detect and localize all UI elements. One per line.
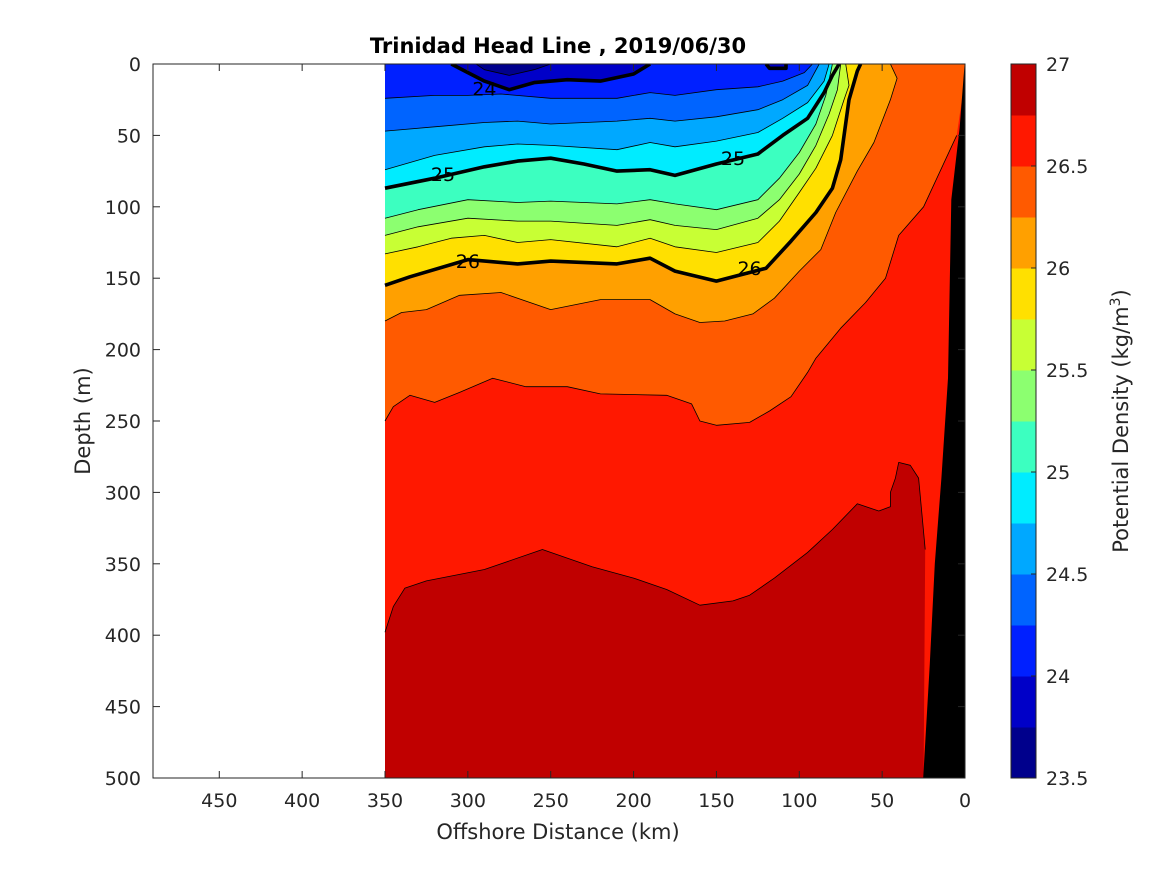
colorbar-tick-label: 23.5 bbox=[1046, 768, 1088, 790]
colorbar: 23.5 24 24.5 25 25.5 26 26.5 27 bbox=[1010, 54, 1088, 790]
colorbar-segment bbox=[1011, 217, 1036, 269]
colorbar-segment bbox=[1011, 166, 1036, 218]
colorbar-tick-label: 24.5 bbox=[1046, 564, 1088, 586]
x-tick-label: 200 bbox=[615, 790, 651, 812]
colorbar-label-sup: 3 bbox=[1108, 297, 1124, 306]
isoline-25_25 bbox=[384, 64, 833, 219]
y-tick-label: 500 bbox=[105, 768, 141, 790]
x-tick-label: 300 bbox=[450, 790, 486, 812]
y-tick-label: 350 bbox=[105, 554, 141, 576]
density-band-26_75 bbox=[385, 462, 926, 778]
isoline-26_25 bbox=[384, 64, 898, 323]
y-tick-label: 300 bbox=[105, 482, 141, 504]
x-axis-label: Offshore Distance (km) bbox=[436, 820, 679, 844]
y-tick-label: 400 bbox=[105, 625, 141, 647]
colorbar-segment bbox=[1011, 625, 1036, 677]
colorbar-label: Potential Density (kg/m3) bbox=[1108, 289, 1133, 553]
colorbar-segment bbox=[1011, 676, 1036, 728]
contour-label-25: 25 bbox=[431, 164, 455, 186]
colorbar-segment bbox=[1011, 472, 1036, 524]
colorbar-segment bbox=[1011, 64, 1036, 116]
bathymetry-fill bbox=[923, 64, 965, 778]
colorbar-tick-label: 25 bbox=[1046, 462, 1070, 484]
colorbar-label-main: Potential Density (kg/m bbox=[1109, 306, 1133, 552]
contour-label-26: 26 bbox=[456, 251, 480, 273]
colorbar-segment bbox=[1011, 268, 1036, 320]
x-tick-label: 400 bbox=[284, 790, 320, 812]
colorbar-segment bbox=[1011, 574, 1036, 626]
colorbar-segment bbox=[1011, 370, 1036, 422]
y-axis-label: Depth (m) bbox=[71, 367, 95, 474]
x-axis: 450 400 350 300 250 200 150 100 50 0 bbox=[201, 64, 971, 812]
isoline-26_75 bbox=[384, 461, 926, 633]
colorbar-segment bbox=[1011, 727, 1036, 779]
x-tick-label: 250 bbox=[533, 790, 569, 812]
isoline-26 bbox=[384, 64, 863, 288]
colorbar-frame bbox=[1010, 63, 1037, 779]
x-tick-label: 100 bbox=[781, 790, 817, 812]
isoline-24_75 bbox=[384, 64, 830, 171]
colorbar-tick-label: 24 bbox=[1046, 666, 1070, 688]
contour-layer: 24 25 25 26 26 bbox=[384, 64, 965, 778]
colorbar-segment bbox=[1011, 523, 1036, 575]
contour-label-24: 24 bbox=[472, 78, 496, 100]
colorbar-segment bbox=[1011, 115, 1036, 167]
colorbar-label-end: ) bbox=[1109, 289, 1133, 297]
x-tick-label: 150 bbox=[698, 790, 734, 812]
y-tick-label: 50 bbox=[117, 125, 141, 147]
colorbar-segment bbox=[1011, 319, 1036, 371]
chart-title: Trinidad Head Line , 2019/06/30 bbox=[370, 34, 746, 58]
y-axis: 0 50 100 150 200 250 300 350 400 450 500 bbox=[105, 54, 965, 790]
isoline-25 bbox=[384, 64, 841, 190]
isoline-24_5 bbox=[384, 64, 820, 132]
isoline-23_75 bbox=[475, 64, 551, 76]
plot-area: 24 25 25 26 26 bbox=[152, 63, 966, 779]
isoline-25_5 bbox=[384, 64, 842, 236]
colorbar-tick-label: 25.5 bbox=[1046, 360, 1088, 382]
contour-label-25: 25 bbox=[721, 148, 745, 170]
x-tick-label: 50 bbox=[870, 790, 894, 812]
isoline-24 bbox=[764, 64, 788, 71]
isoline-24 bbox=[450, 64, 652, 92]
y-tick-label: 150 bbox=[105, 268, 141, 290]
x-tick-label: 0 bbox=[959, 790, 971, 812]
isoline-26_5 bbox=[384, 135, 958, 426]
isoline-25_75 bbox=[384, 64, 850, 255]
y-tick-label: 200 bbox=[105, 340, 141, 362]
colorbar-tick-label: 26 bbox=[1046, 258, 1070, 280]
y-tick-label: 100 bbox=[105, 197, 141, 219]
y-tick-label: 250 bbox=[105, 411, 141, 433]
density-band-low-23_75 bbox=[476, 64, 551, 76]
x-tick-label: 450 bbox=[201, 790, 237, 812]
isoline-24_25 bbox=[384, 64, 813, 99]
x-tick-label: 350 bbox=[367, 790, 403, 812]
colorbar-tick-label: 26.5 bbox=[1046, 156, 1088, 178]
colorbar-segment bbox=[1011, 421, 1036, 473]
y-tick-label: 0 bbox=[129, 54, 141, 76]
contour-label-26: 26 bbox=[737, 258, 761, 280]
y-tick-label: 450 bbox=[105, 697, 141, 719]
colorbar-tick-label: 27 bbox=[1046, 54, 1070, 76]
